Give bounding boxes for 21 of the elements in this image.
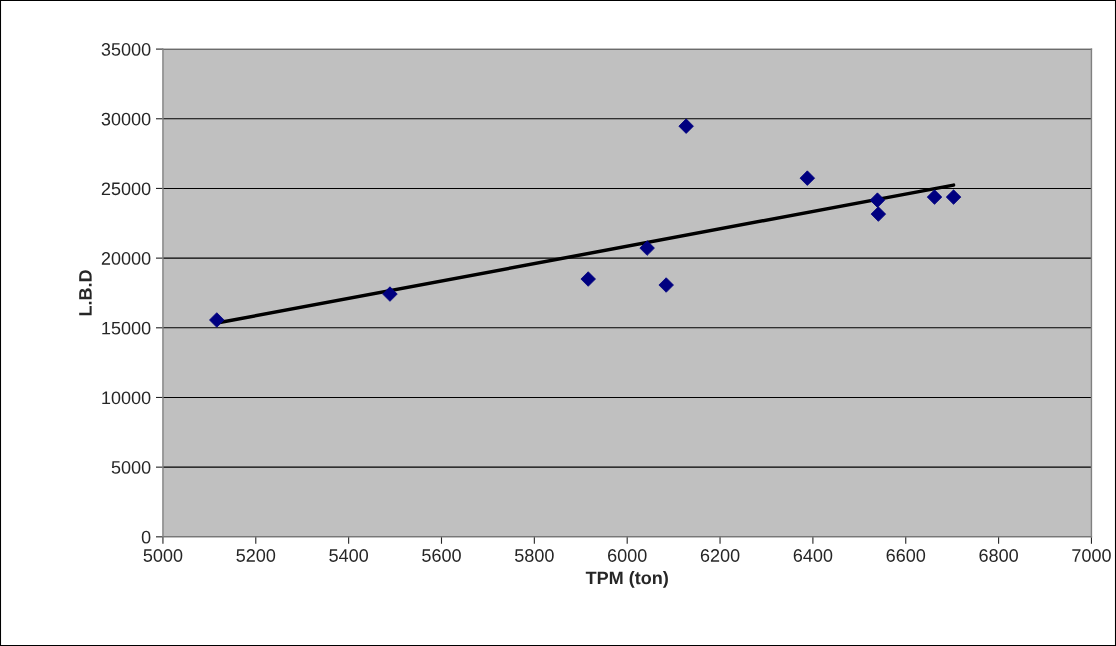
x-tick-label: 6000 — [608, 549, 647, 562]
x-tick-label: 5000 — [143, 549, 183, 562]
y-axis-title: L.B.D — [79, 270, 92, 316]
x-axis-title: TPM (ton) — [585, 571, 668, 588]
x-tick-label: 6800 — [979, 549, 1018, 562]
y-tick-label: 10000 — [102, 391, 151, 405]
x-tick-label: 6200 — [700, 549, 740, 562]
x-tick-label: 5600 — [422, 549, 461, 562]
x-tick-label: 5200 — [236, 549, 276, 562]
y-tick-label: 25000 — [101, 182, 151, 196]
x-tick-label: 6600 — [886, 549, 926, 562]
y-tick-label: 30000 — [101, 112, 151, 126]
y-tick-label: 15000 — [102, 321, 151, 335]
x-tick-label: 7000 — [1072, 549, 1111, 562]
y-tick-label: 0 — [141, 530, 151, 544]
y-tick-label: 5000 — [111, 461, 151, 474]
x-tick-label: 5800 — [514, 549, 554, 562]
x-tick-label: 5400 — [329, 549, 369, 562]
x-tick-label: 6400 — [793, 549, 833, 562]
y-tick-label: 35000 — [101, 43, 151, 56]
y-tick-label: 20000 — [101, 252, 151, 265]
